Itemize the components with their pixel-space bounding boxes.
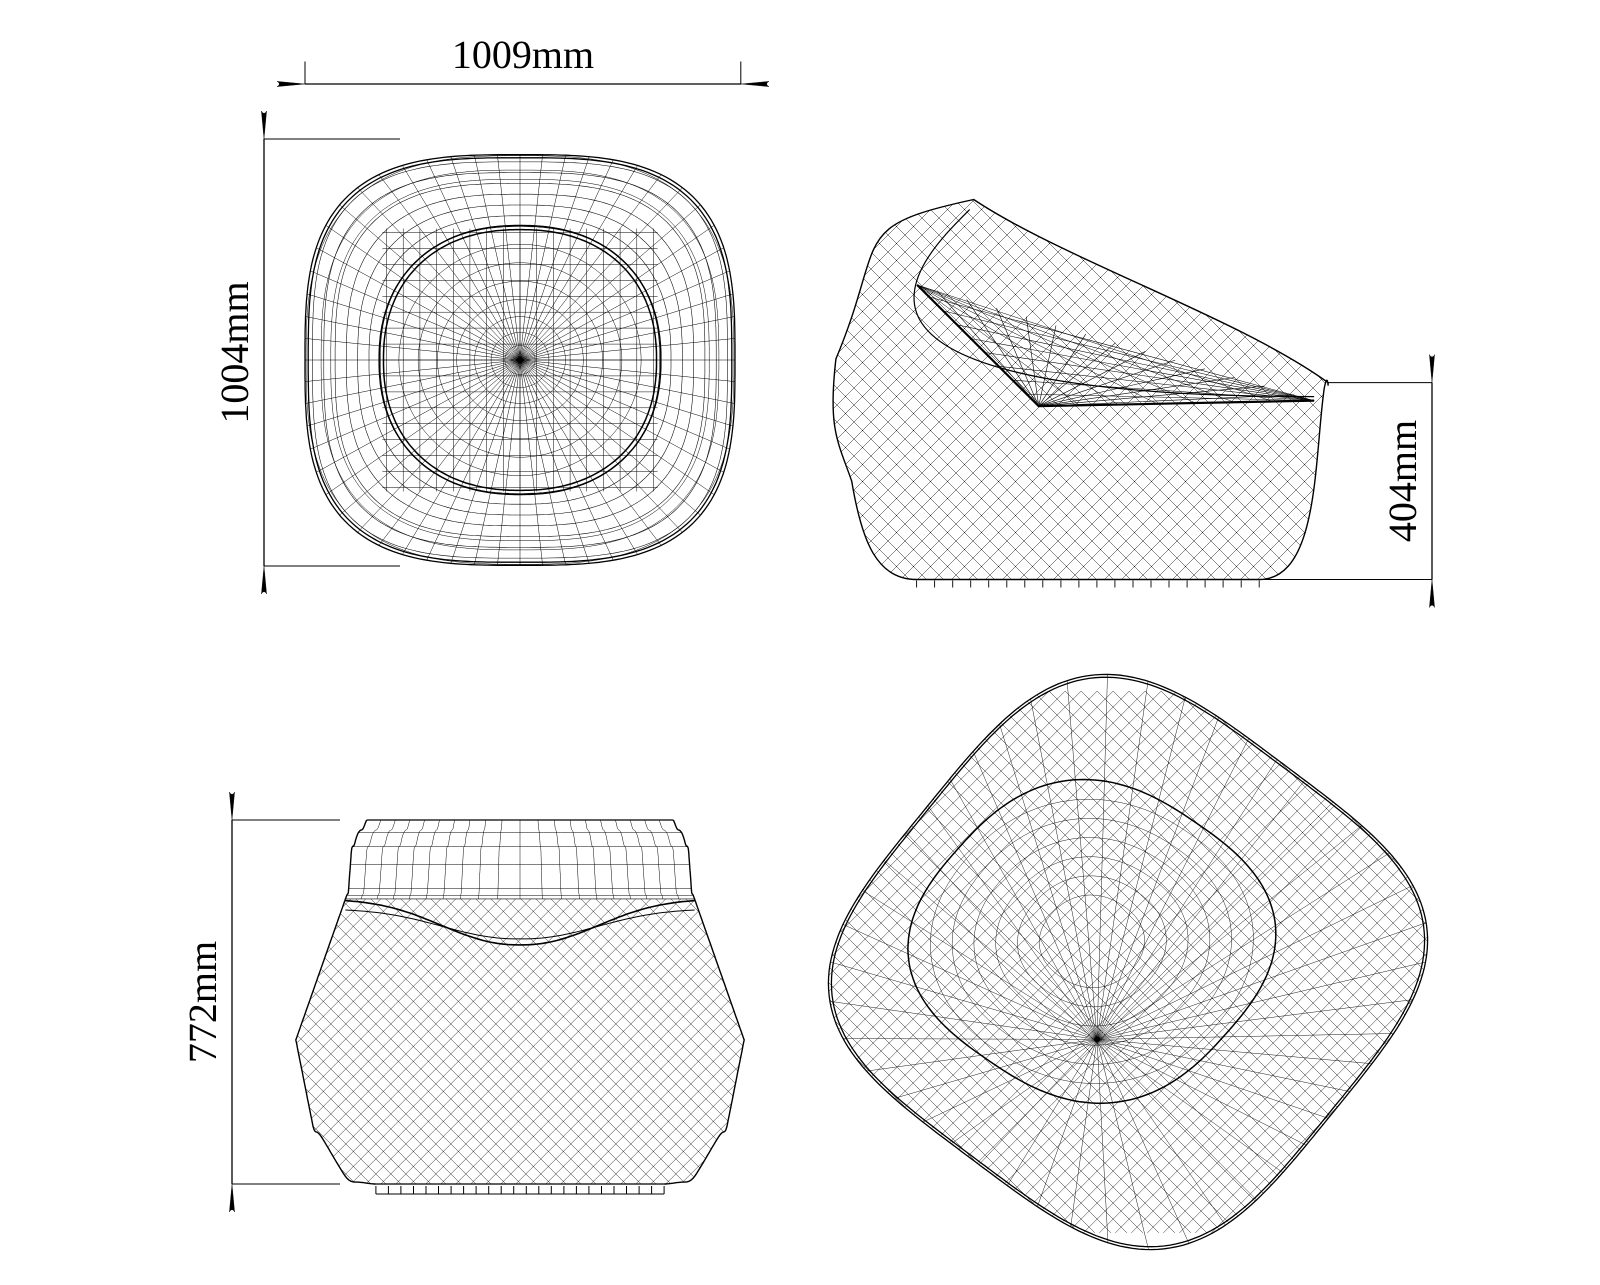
svg-text:1004mm: 1004mm	[212, 281, 257, 423]
svg-text:1009mm: 1009mm	[452, 32, 594, 77]
svg-text:772mm: 772mm	[180, 941, 225, 1063]
svg-text:404mm: 404mm	[1380, 420, 1425, 542]
